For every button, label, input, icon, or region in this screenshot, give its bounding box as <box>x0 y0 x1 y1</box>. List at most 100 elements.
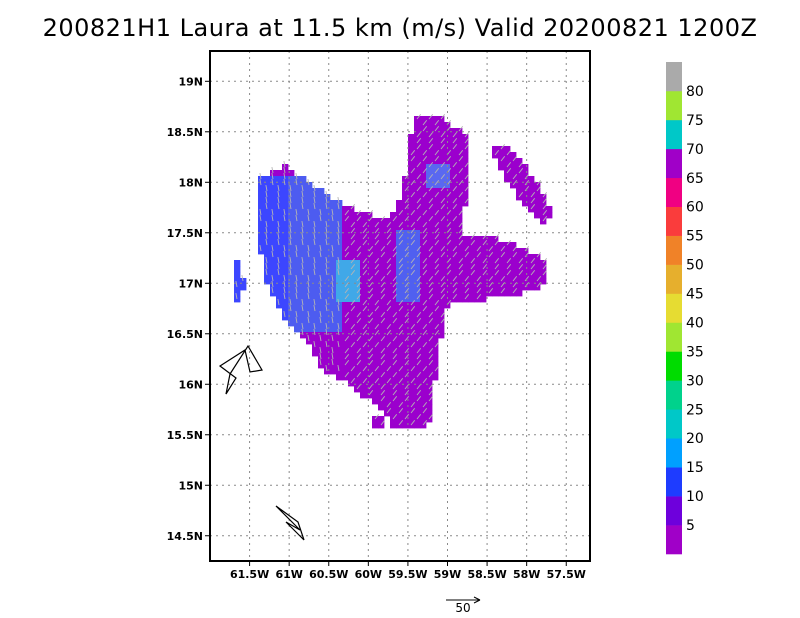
speed-cell <box>408 398 415 405</box>
colorbar-label: 80 <box>686 84 704 100</box>
speed-cell <box>318 290 325 297</box>
speed-cell <box>432 278 439 285</box>
speed-cell <box>336 236 343 243</box>
speed-cell <box>426 182 433 189</box>
speed-cell <box>294 182 301 189</box>
wind-vector <box>337 197 340 204</box>
wind-vector <box>337 263 340 270</box>
wind-vector <box>482 270 488 276</box>
wind-vector <box>422 402 428 408</box>
speed-cell <box>300 302 307 309</box>
speed-cell <box>492 272 499 279</box>
colorbar-segment <box>666 90 682 121</box>
speed-cell <box>444 146 451 153</box>
wind-vector <box>386 258 392 264</box>
wind-vector <box>500 156 506 162</box>
wind-vector <box>271 167 274 174</box>
wind-vector <box>440 294 446 300</box>
speed-cell <box>402 176 409 183</box>
speed-cell <box>438 326 445 333</box>
speed-cell <box>384 302 391 309</box>
wind-vector <box>331 335 334 342</box>
speed-cell <box>444 284 451 291</box>
speed-cell <box>324 362 331 369</box>
speed-cell <box>372 314 379 321</box>
speed-cell <box>270 290 277 297</box>
wind-vector <box>325 269 328 276</box>
wind-vector <box>422 210 428 216</box>
speed-cell <box>270 242 277 249</box>
speed-cell <box>288 254 295 261</box>
speed-cell <box>282 284 289 291</box>
speed-cell <box>468 236 475 243</box>
speed-cell <box>294 254 301 261</box>
speed-cell <box>426 392 433 399</box>
wind-vector <box>416 162 422 168</box>
speed-cell <box>312 200 319 207</box>
speed-cell <box>264 242 271 249</box>
y-tick-label: 16.5N <box>167 328 203 341</box>
wind-vector <box>500 276 506 282</box>
wind-vector <box>350 324 356 330</box>
wind-vector <box>325 365 328 372</box>
wind-vector <box>374 306 380 312</box>
speed-cell <box>402 272 409 279</box>
wind-vector <box>434 258 440 264</box>
speed-cell <box>420 212 427 219</box>
speed-cell <box>318 272 325 279</box>
wind-vector <box>434 306 440 312</box>
speed-cell <box>318 200 325 207</box>
speed-cell <box>390 350 397 357</box>
speed-cell <box>330 320 337 327</box>
speed-cell <box>378 422 385 429</box>
wind-vector <box>428 138 434 144</box>
speed-cell <box>288 284 295 291</box>
speed-cell <box>426 290 433 297</box>
wind-vector <box>434 300 440 306</box>
wind-vector <box>386 306 392 312</box>
wind-vector <box>398 300 404 306</box>
speed-cell <box>360 314 367 321</box>
wind-vector <box>428 204 434 210</box>
speed-cell <box>300 296 307 303</box>
speed-cell <box>294 272 301 279</box>
wind-vector <box>319 311 322 318</box>
speed-cell <box>276 236 283 243</box>
speed-cell <box>276 290 283 297</box>
speed-cell <box>402 314 409 321</box>
speed-cell <box>372 272 379 279</box>
wind-vector <box>313 233 316 240</box>
wind-vector <box>404 384 410 390</box>
speed-cell <box>456 134 463 141</box>
wind-vector <box>265 257 268 264</box>
speed-cell <box>384 248 391 255</box>
speed-cell <box>294 320 301 327</box>
speed-cell <box>342 296 349 303</box>
wind-vector <box>410 342 416 348</box>
speed-cell <box>444 296 451 303</box>
speed-cell <box>300 182 307 189</box>
wind-vector <box>434 366 440 372</box>
wind-vector <box>398 324 404 330</box>
speed-cell <box>402 194 409 201</box>
speed-cell <box>306 254 313 261</box>
wind-vector <box>283 179 286 186</box>
speed-cell <box>432 248 439 255</box>
speed-cell <box>540 218 547 225</box>
speed-cell <box>300 272 307 279</box>
wind-vector <box>542 258 548 264</box>
wind-vector <box>283 161 286 168</box>
speed-cell <box>264 176 271 183</box>
speed-cell <box>300 314 307 321</box>
y-tick-label: 17.5N <box>167 227 203 240</box>
wind-vector <box>392 312 398 318</box>
speed-cell <box>390 386 397 393</box>
wind-vector <box>398 264 404 270</box>
speed-cell <box>438 122 445 129</box>
speed-cell <box>342 356 349 363</box>
speed-cell <box>342 332 349 339</box>
speed-cell <box>462 266 469 273</box>
speed-cell <box>408 296 415 303</box>
speed-cell <box>456 146 463 153</box>
wind-vector <box>428 336 434 342</box>
